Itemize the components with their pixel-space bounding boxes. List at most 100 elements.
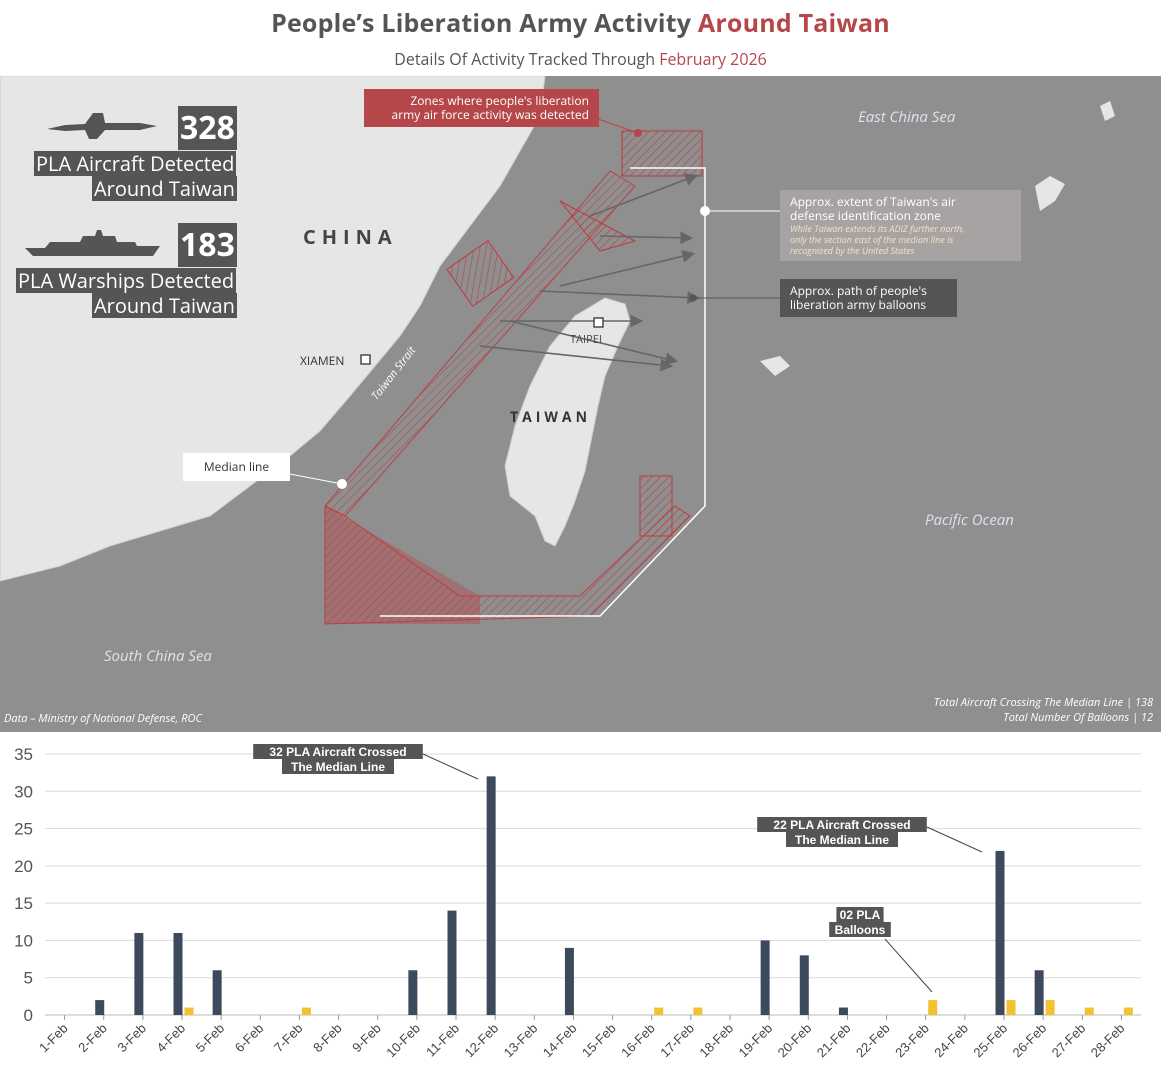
annotation-bg: [829, 922, 891, 937]
data-source: Data – Ministry of National Defense, ROC: [4, 711, 202, 726]
aircraft-bar: [564, 947, 574, 1015]
aircraft-bar: [134, 932, 144, 1015]
annotation-label: The Median Line: [795, 833, 889, 847]
warship-label-line-1: PLA Warships Detected: [16, 267, 237, 294]
aircraft-bar: [1034, 970, 1044, 1015]
balloon-bar: [1045, 1000, 1055, 1015]
x-tick-label: 1-Feb: [36, 1021, 71, 1056]
balloon-bar: [693, 1007, 703, 1015]
x-tick-label: 21-Feb: [814, 1021, 854, 1061]
aircraft-bar: [760, 940, 770, 1015]
x-tick-label: 6-Feb: [232, 1021, 267, 1056]
x-tick-label: 20-Feb: [775, 1021, 815, 1061]
balloon-bar: [654, 1007, 664, 1015]
taiwan-landmass: [504, 297, 631, 547]
x-tick-label: 9-Feb: [349, 1021, 384, 1056]
map-background: [0, 75, 1161, 732]
x-tick-label: 15-Feb: [579, 1021, 619, 1061]
pla-activity-zones: [324, 130, 703, 625]
aircraft-bar: [486, 776, 496, 1015]
aircraft-label-line-1: PLA Aircraft Detected: [34, 150, 237, 177]
x-tick-label: 3-Feb: [114, 1021, 149, 1056]
x-tick-label: 11-Feb: [423, 1021, 462, 1060]
y-tick-label: 25: [14, 820, 33, 839]
china-label: CHINA: [303, 223, 398, 250]
page-subtitle: Details Of Activity Tracked Through Febr…: [394, 48, 767, 70]
south-china-sea-label: South China Sea: [104, 646, 212, 666]
x-tick-label: 24-Feb: [931, 1021, 971, 1061]
aircraft-count: 328: [178, 106, 237, 150]
warship-label-line-2: Around Taiwan: [92, 292, 237, 319]
x-tick-label: 27-Feb: [1049, 1021, 1089, 1061]
y-tick-label: 5: [24, 969, 33, 988]
y-tick-label: 0: [24, 1006, 33, 1025]
x-tick-label: 13-Feb: [501, 1021, 541, 1061]
x-tick-label: 5-Feb: [193, 1021, 228, 1056]
x-tick-label: 12-Feb: [462, 1021, 502, 1061]
y-tick-label: 35: [14, 745, 33, 764]
annotation-leader: [884, 938, 933, 993]
x-tick-label: 2-Feb: [75, 1021, 110, 1056]
total-balloons: Total Number Of Balloons | 12: [1003, 710, 1153, 725]
x-tick-label: 19-Feb: [736, 1021, 776, 1061]
taiwan-label: TAIWAN: [510, 408, 591, 427]
aircraft-label-line-2: Around Taiwan: [92, 175, 237, 202]
aircraft-bar: [838, 1007, 848, 1015]
pacific-ocean-label: Pacific Ocean: [925, 510, 1014, 530]
xiamen-label: XIAMEN: [300, 352, 345, 369]
x-tick-label: 7-Feb: [271, 1021, 306, 1056]
activity-map: 328 PLA Aircraft Detected Around Taiwan …: [0, 75, 1161, 732]
taipei-label: TAIPEI: [570, 332, 602, 347]
annotation-bg: [757, 817, 927, 832]
balloon-bar: [1084, 1007, 1094, 1015]
y-tick-label: 30: [14, 782, 33, 801]
balloon-paths: [479, 173, 701, 372]
warship-count: 183: [178, 223, 237, 267]
x-tick-label: 23-Feb: [892, 1021, 932, 1061]
y-tick-label: 20: [14, 857, 33, 876]
xiamen-marker: [360, 354, 371, 365]
aircraft-bar: [995, 850, 1005, 1015]
annotation-bg: [253, 744, 423, 759]
x-tick-label: 10-Feb: [383, 1021, 423, 1061]
balloon-bar: [301, 1007, 311, 1015]
annotation-leader: [926, 826, 983, 853]
x-tick-label: 26-Feb: [1010, 1021, 1050, 1061]
pla-zones-callout: Zones where people's liberation army air …: [364, 89, 599, 127]
annotation-label: 02 PLA: [840, 908, 881, 922]
annotation-leader: [422, 753, 479, 780]
x-tick-label: 17-Feb: [657, 1021, 697, 1061]
balloon-bar: [928, 1000, 938, 1015]
x-tick-label: 25-Feb: [970, 1021, 1010, 1061]
adiz-boundary: [380, 167, 706, 617]
annotation-label: The Median Line: [291, 760, 385, 774]
x-tick-label: 14-Feb: [540, 1021, 580, 1061]
balloon-path-callout: Approx. path of people's liberation army …: [780, 279, 957, 317]
x-tick-label: 28-Feb: [1088, 1021, 1128, 1061]
aircraft-bar: [173, 932, 183, 1015]
adiz-marker: [700, 206, 710, 216]
x-tick-label: 8-Feb: [310, 1021, 345, 1056]
balloon-bar: [184, 1007, 194, 1015]
annotation-label: Balloons: [835, 923, 886, 937]
total-aircraft-crossing: Total Aircraft Crossing The Median Line …: [933, 695, 1153, 710]
taipei-marker: [593, 317, 604, 328]
aircraft-bar: [408, 970, 418, 1015]
daily-activity-chart: 0 5 10 15 20 25 30 35 1-Feb 2-Feb 3-Feb 4-Feb 5-Feb 6…: [0, 736, 1161, 1079]
fighter-jet-icon: [47, 113, 157, 139]
annotation-bg: [282, 759, 394, 774]
chart-svg: 0 5 10 15 20 25 30 35 1-Feb 2-Feb 3-Feb 4-Feb 5-Feb 6…: [14, 744, 1141, 1061]
china-landmass: [0, 75, 546, 582]
east-china-sea-label: East China Sea: [858, 107, 956, 127]
y-tick-label: 15: [14, 894, 33, 913]
median-line-leader: [289, 473, 343, 485]
adiz-callout: Approx. extent of Taiwan's air defense id…: [780, 190, 1021, 261]
annotation-bg: [836, 907, 884, 922]
annotation-bg: [786, 832, 898, 847]
x-tick-label: 18-Feb: [696, 1021, 736, 1061]
x-tick-label: 4-Feb: [153, 1021, 188, 1056]
balloon-bar: [1123, 1007, 1133, 1015]
y-tick-label: 10: [14, 931, 33, 950]
x-tick-label: 16-Feb: [618, 1021, 658, 1061]
page-title: People’s Liberation Army Activity Around…: [271, 6, 890, 40]
